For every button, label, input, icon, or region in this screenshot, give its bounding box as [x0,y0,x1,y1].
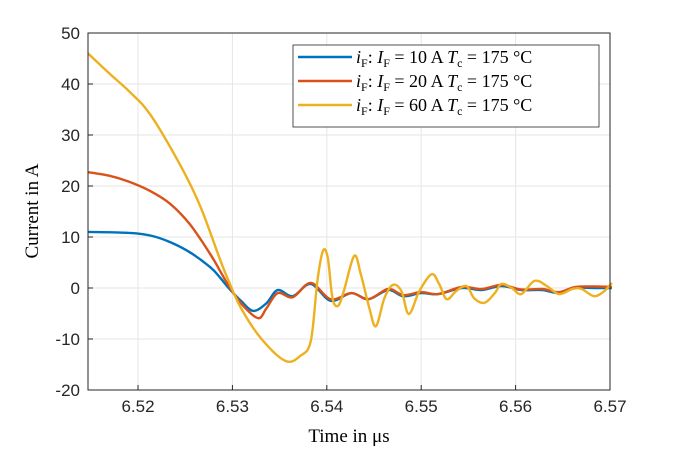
legend-text-part: = 175 °C [462,47,532,67]
x-axis-label: Time in μs [308,426,389,447]
legend-text-part: : [368,71,378,91]
series-lines [87,52,613,364]
y-tick-label: 30 [61,126,80,145]
series-line-2 [87,171,612,320]
legend-text-part: F [361,56,368,70]
legend-text-part: i [356,71,361,91]
legend-text-part: I [376,95,384,115]
legend-text-part: = 20 A [390,71,444,91]
x-tick-label: 6.55 [405,397,438,416]
legend-text-part: = 175 °C [462,95,532,115]
legend-text-part: = 10 A [390,47,444,67]
y-tick-label: 0 [71,279,80,298]
legend-text-part: F [383,80,390,94]
legend-box [292,44,600,128]
legend-text-part: F [383,104,390,118]
x-tick-label: 6.52 [121,397,154,416]
x-tick-label: 6.53 [216,397,249,416]
legend-text-part: I [376,47,384,67]
legend-text-part: F [383,56,390,70]
legend-entry: iF: IF = 60 A Tc = 175 °C [356,95,532,118]
legend-text-part: T [447,71,459,91]
ticks: 6.52 6.53 6.54 6.55 6.56 6.57 -20 -10 0 10 20 30 40 5… [55,24,626,416]
legend-text-part: I [376,71,384,91]
legend-text-part: = 60 A [390,95,444,115]
y-tick-label: 50 [61,24,80,43]
y-axis-label: Current in A [22,163,43,258]
legend-text-part: T [447,95,459,115]
legend-text-part: c [457,56,462,70]
y-tick-label: 20 [61,177,80,196]
y-tick-label: -10 [55,330,80,349]
legend: iF: IF = 10 A Tc = 175 °CiF: IF = 20 A T… [292,44,600,128]
legend-text-part: : [368,95,378,115]
legend-entry: iF: IF = 20 A Tc = 175 °C [356,71,532,94]
legend-text-part: i [356,95,361,115]
legend-entry: iF: IF = 10 A Tc = 175 °C [356,47,532,70]
y-tick-label: 40 [61,75,80,94]
legend-text-part: = 175 °C [462,71,532,91]
y-tick-label: 10 [61,228,80,247]
x-tick-label: 6.56 [499,397,532,416]
legend-text-part: : [368,47,378,67]
legend-text-part: T [447,47,459,67]
legend-text-part: c [457,104,462,118]
legend-text-part: F [361,104,368,118]
x-tick-label: 6.54 [310,397,343,416]
legend-text-part: i [356,47,361,67]
series-line-3 [87,52,613,364]
x-tick-label: 6.57 [593,397,626,416]
legend-text-part: c [457,80,462,94]
legend-text-part: F [361,80,368,94]
y-tick-label: -20 [55,381,80,400]
plot-frame [87,32,611,391]
